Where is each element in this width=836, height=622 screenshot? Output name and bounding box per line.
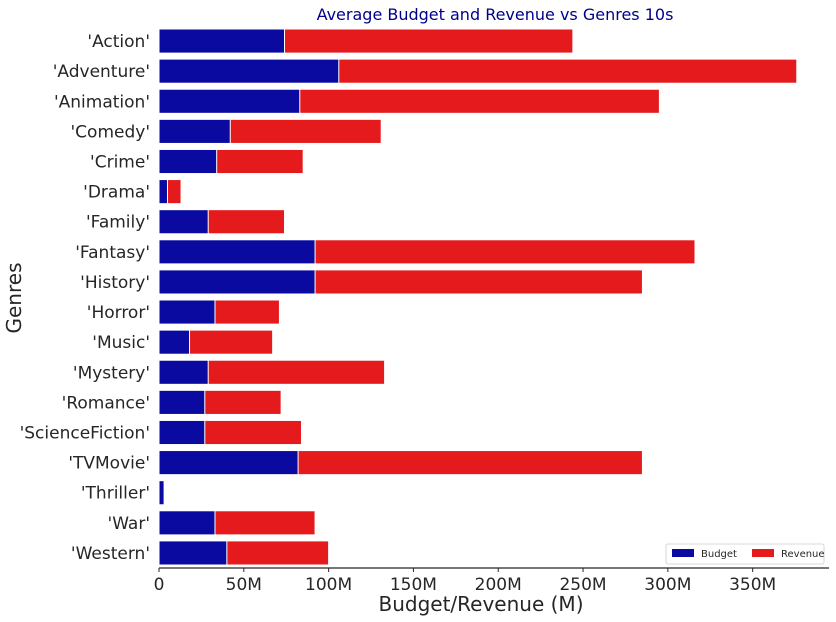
y-tick-label: 'Horror' [87, 303, 150, 323]
bar-budget-12 [158, 389, 206, 415]
bar-budget-9 [158, 299, 216, 325]
y-tick-label: 'Western' [71, 544, 150, 564]
y-tick-label: 'Romance' [62, 393, 150, 413]
legend-swatch-revenue [752, 549, 774, 557]
x-axis-title: Budget/Revenue (M) [379, 592, 584, 616]
x-tick-label: 150M [390, 575, 437, 595]
y-tick-label: 'Fantasy' [75, 243, 150, 263]
bar-budget-1 [158, 58, 340, 84]
bar-budget-8 [158, 269, 316, 295]
legend-swatch-budget [672, 549, 694, 557]
y-tick-label: 'TVMovie' [68, 454, 150, 474]
x-tick-label: 250M [559, 575, 606, 595]
x-tick-label: 0 [154, 575, 165, 595]
legend-label-budget: Budget [701, 549, 737, 560]
bar-budget-14 [158, 450, 299, 476]
y-tick-label: 'Animation' [54, 92, 150, 112]
y-tick-label: 'ScienceFiction' [20, 424, 150, 444]
bar-budget-5 [158, 179, 168, 205]
y-tick-label: 'War' [108, 514, 150, 534]
y-tick-labels: 'Action' 'Adventure' 'Animation' 'Comedy' 'C… [20, 32, 150, 564]
bar-budget-3 [158, 118, 231, 144]
bar-budget-17 [158, 540, 228, 566]
legend-frame [665, 543, 825, 565]
bar-budget-0 [158, 28, 286, 54]
y-tick-label: 'Family' [86, 213, 150, 233]
y-axis-title: Genres [2, 263, 26, 334]
legend-label-revenue: Revenue [781, 549, 825, 560]
bars-group [158, 28, 798, 566]
x-tick-label: 200M [475, 575, 522, 595]
y-tick-label: 'Thriller' [81, 484, 150, 504]
y-tick-label: 'Music' [92, 333, 150, 353]
bar-budget-15 [158, 480, 165, 506]
legend: Budget Revenue [665, 543, 825, 565]
x-tick-labels: 0 50M 100M 150M 200M 250M 300M 350M [154, 568, 776, 595]
y-tick-label: 'Comedy' [71, 122, 151, 142]
bar-budget-13 [158, 419, 206, 446]
bar-budget-4 [158, 148, 218, 175]
y-tick-label: 'Adventure' [53, 62, 150, 82]
chart-title: Average Budget and Revenue vs Genres 10s [317, 5, 674, 24]
bar-budget-2 [158, 88, 301, 114]
x-tick-label: 300M [644, 575, 691, 595]
y-tick-label: 'History' [80, 273, 150, 293]
bar-budget-6 [158, 209, 209, 235]
y-tick-label: 'Action' [87, 32, 150, 52]
y-tick-label: 'Drama' [83, 183, 150, 203]
bar-budget-16 [158, 510, 216, 536]
x-tick-label: 100M [305, 575, 352, 595]
bar-budget-10 [158, 329, 191, 355]
x-tick-label: 50M [226, 575, 262, 595]
bar-budget-7 [158, 239, 316, 265]
bar-budget-11 [158, 359, 209, 385]
x-tick-label: 350M [729, 575, 776, 595]
y-tick-label: 'Crime' [90, 153, 150, 173]
y-tick-label: 'Mystery' [73, 363, 150, 383]
